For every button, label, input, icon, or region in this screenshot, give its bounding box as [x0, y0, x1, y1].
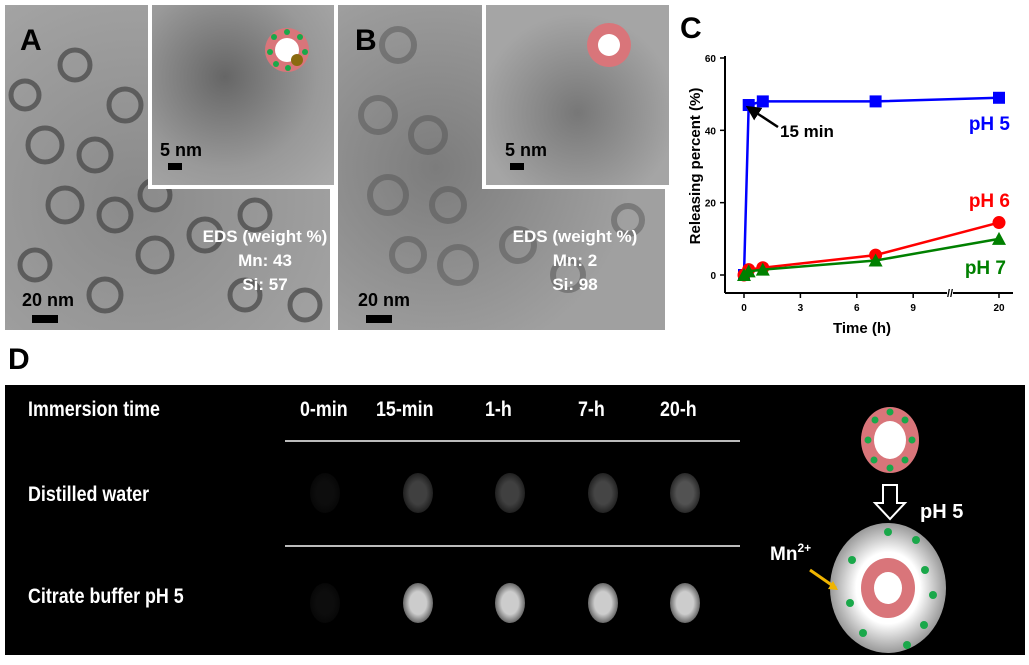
scale-label-b: 20 nm: [358, 290, 411, 310]
panel-label-a: A: [20, 24, 42, 57]
tem-inset-b: [482, 5, 669, 189]
divider-middle: [285, 545, 740, 547]
mri-spot: [403, 583, 433, 623]
data-point: [869, 95, 882, 108]
hollow-particle-mn-schematic: [265, 28, 309, 72]
release-schematic: pH 5 Mn2+: [770, 407, 963, 653]
particle-after: [830, 523, 946, 653]
mri-spot: [588, 583, 618, 623]
panel-label-d: D: [8, 343, 30, 376]
scale-bar-a: [32, 315, 58, 323]
mri-spot: [588, 473, 618, 513]
row-label-citrate: Citrate buffer pH 5: [28, 585, 184, 608]
scale-bar-b: [366, 315, 392, 323]
mri-spot: [310, 473, 340, 513]
time-label: 1-h: [485, 398, 512, 421]
nanoparticles-b: [358, 26, 645, 293]
x-tick-label: 9: [910, 303, 916, 314]
data-point: [993, 91, 1005, 104]
mri-spot: [670, 473, 700, 513]
data-point: [992, 231, 1006, 245]
chart-marks: [737, 91, 1006, 282]
data-point: [756, 95, 769, 108]
y-axis-title: Releasing percent (%): [687, 88, 704, 245]
inset-scale-label-b: 5 nm: [505, 140, 548, 160]
panel-label-b: B: [355, 24, 377, 57]
x-tick-label: 3: [798, 303, 804, 314]
eds-mn-b: Mn: 2: [552, 251, 598, 270]
time-label: 0-min: [300, 398, 348, 421]
nanoparticles-a: [8, 47, 323, 323]
y-tick-label: 0: [710, 271, 716, 282]
mri-spot: [495, 583, 525, 623]
y-tick-label: 40: [705, 126, 717, 137]
chart-axes: // 0 20 40 60 0 3 6 9 20: [705, 54, 1013, 314]
x-tick-label: 0: [741, 303, 747, 314]
row-label-water: Distilled water: [28, 483, 150, 506]
x-axis-title: Time (h): [833, 320, 891, 337]
divider-top: [285, 440, 740, 442]
scale-label-a: 20 nm: [22, 290, 75, 310]
legend-ph5: pH 5: [969, 114, 1011, 135]
mri-spot: [403, 473, 433, 513]
annotation-15-min: 15 min: [780, 122, 834, 141]
mri-spot: [670, 583, 700, 623]
immersion-time-header: Immersion time: [28, 398, 160, 421]
mri-spot: [495, 473, 525, 513]
eds-title-a: EDS (weight %): [202, 227, 328, 246]
eds-si-b: Si: 98: [552, 275, 598, 294]
y-tick-label: 60: [705, 54, 717, 65]
time-label: 15-min: [376, 398, 434, 421]
data-point: [992, 216, 1006, 230]
panel-label-c: C: [680, 12, 702, 45]
inset-scale-bar-a: [168, 163, 182, 170]
axis-break-mark: //: [947, 288, 953, 300]
time-label: 20-h: [660, 398, 697, 421]
data-point: [741, 264, 756, 278]
down-arrow-icon: [872, 484, 908, 521]
hollow-particle-schematic: [587, 23, 631, 67]
legend-ph6: pH 6: [969, 191, 1010, 212]
eds-si-a: Si: 57: [242, 275, 288, 294]
inset-scale-bar-b: [510, 163, 524, 170]
data-point: [755, 262, 770, 276]
legend-ph7: pH 7: [965, 258, 1006, 279]
x-tick-label: 6: [854, 303, 860, 314]
schematic-ph-label: pH 5: [920, 501, 963, 523]
time-label: 7-h: [578, 398, 605, 421]
release-chart: // 0 20 40 60 0 3 6 9 20 Time (h) Releasing perce…: [687, 54, 1013, 337]
data-point: [868, 253, 883, 267]
y-tick-label: 20: [705, 199, 717, 210]
annotation-arrow: [745, 105, 779, 129]
eds-title-b: EDS (weight %): [512, 227, 638, 246]
ion-label: Mn2+: [770, 541, 811, 565]
inset-scale-label-a: 5 nm: [160, 140, 203, 160]
x-tick-label: 20: [993, 303, 1005, 314]
particle-before: [861, 407, 919, 473]
mri-spot: [310, 583, 340, 623]
eds-mn-a: Mn: 43: [238, 251, 292, 270]
